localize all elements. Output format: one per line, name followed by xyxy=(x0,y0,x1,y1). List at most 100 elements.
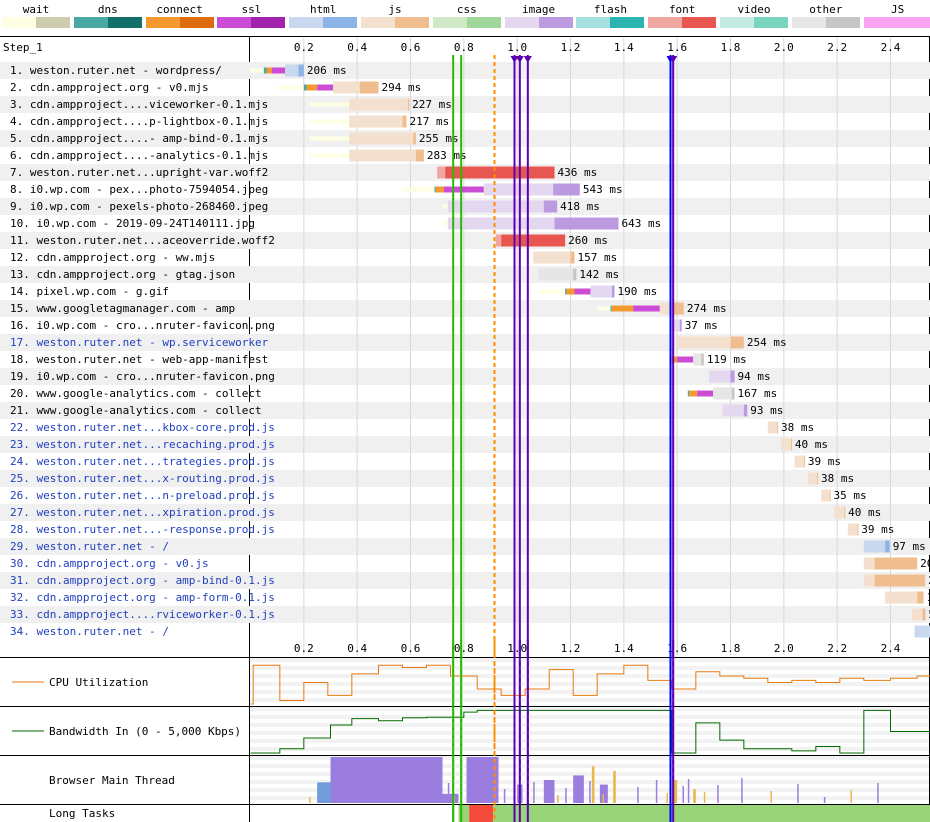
row-stripe xyxy=(0,368,930,385)
row-stripe xyxy=(0,266,930,283)
request-duration-20: 167 ms xyxy=(738,387,778,400)
bar-ttfb xyxy=(781,438,792,451)
request-duration-25: 38 ms xyxy=(821,472,854,485)
bar-download xyxy=(730,336,744,349)
request-label-1: 1. weston.ruter.net - wordpress/ xyxy=(10,64,222,77)
tick-label-bottom: 2.2 xyxy=(827,642,847,655)
bar-ttfb xyxy=(911,608,923,621)
legend-label: video xyxy=(737,3,771,16)
request-label-21: 21. www.google-analytics.com - collect xyxy=(10,404,262,417)
cpu-utilization-line xyxy=(250,664,930,705)
section-stripe xyxy=(250,690,929,694)
request-label-4: 4. cdn.ampproject....p-lightbox-0.1.mjs xyxy=(10,115,268,128)
bar-download xyxy=(501,234,566,247)
tick-label-bottom: 1.0 xyxy=(507,642,527,655)
tick-label-bottom: 2.0 xyxy=(774,642,794,655)
row-stripe xyxy=(0,96,930,113)
request-duration-31: 230 ms xyxy=(928,574,930,587)
main-thread-tick xyxy=(533,782,535,803)
row-stripe xyxy=(0,436,930,453)
legend-item-image: image xyxy=(504,0,573,36)
bar-download xyxy=(402,115,407,128)
section-label-cpu: CPU Utilization xyxy=(49,676,148,689)
request-duration-9: 418 ms xyxy=(560,200,600,213)
request-duration-6: 283 ms xyxy=(427,149,467,162)
row-stripe xyxy=(0,504,930,521)
bar-ttfb xyxy=(538,268,574,281)
main-thread-block xyxy=(573,775,584,803)
bar-connect xyxy=(266,67,272,74)
long-task-block xyxy=(469,805,494,822)
request-duration-30: 200 ms xyxy=(920,557,930,570)
section-stripe xyxy=(250,747,929,751)
bar-ssl xyxy=(271,67,286,74)
tick-label-top: 0.8 xyxy=(454,41,474,54)
tick-label-top: 1.2 xyxy=(561,41,581,54)
bar-connect xyxy=(689,390,698,397)
tick-label-bottom: 1.8 xyxy=(721,642,741,655)
event-marker-arrow xyxy=(523,56,532,63)
legend-item-video: video xyxy=(720,0,788,36)
tick-label-bottom: 1.4 xyxy=(614,642,634,655)
section-stripe xyxy=(250,666,929,670)
legend: wait dns connect ssl html js css image flash font… xyxy=(0,0,930,36)
long-task-block xyxy=(458,805,470,822)
main-thread-block xyxy=(317,782,331,803)
bar-ttfb xyxy=(671,319,680,332)
legend-label: font xyxy=(668,3,696,16)
bar-download xyxy=(679,319,682,332)
bar-download xyxy=(917,591,924,604)
main-thread-block xyxy=(599,784,608,803)
request-label-22: 22. weston.ruter.net...kbox-core.prod.js xyxy=(10,421,275,434)
main-thread-block xyxy=(543,780,555,803)
legend-label: image xyxy=(522,3,556,16)
bar-download xyxy=(885,540,890,553)
section-stripe xyxy=(250,731,929,735)
legend-label: ssl xyxy=(241,3,262,16)
main-thread-tick xyxy=(687,779,690,803)
bar-ssl xyxy=(443,186,484,193)
main-thread-tick xyxy=(655,780,658,803)
request-label-33: 33. cdn.ampproject....rviceworker-0.1.js xyxy=(10,608,275,621)
legend-swatch xyxy=(504,17,573,28)
bar-wait xyxy=(538,289,566,294)
row-stripe xyxy=(0,470,930,487)
legend-item-html: html xyxy=(289,0,358,36)
bar-ttfb xyxy=(590,285,612,298)
legend-item-wait: wait xyxy=(2,0,70,36)
bar-ttfb xyxy=(495,234,502,247)
bar-download xyxy=(573,268,577,281)
section-stripe xyxy=(250,756,929,760)
bar-ttfb xyxy=(834,506,845,519)
row-stripe xyxy=(0,538,930,555)
bar-download xyxy=(817,472,819,485)
legend-swatch xyxy=(720,17,788,28)
bar-download xyxy=(777,421,779,434)
legend-swatch xyxy=(648,17,717,28)
request-label-14: 14. pixel.wp.com - g.gif xyxy=(10,285,169,298)
legend-swatch xyxy=(289,17,358,28)
main-thread-block xyxy=(613,770,616,803)
bar-ttfb xyxy=(349,149,416,162)
long-task-block xyxy=(493,805,930,822)
bar-connect xyxy=(435,186,444,193)
request-label-3: 3. cdn.ampproject....viceworker-0.1.mjs xyxy=(10,98,268,111)
legend-swatch xyxy=(2,17,70,28)
bar-ssl xyxy=(677,356,694,363)
tick-label-top: 1.4 xyxy=(614,41,634,54)
bandwidth-in-line xyxy=(250,709,930,754)
bar-ttfb xyxy=(533,251,571,264)
request-label-31: 31. cdn.ampproject.org - amp-bind-0.1.js xyxy=(10,574,275,587)
bar-ttfb xyxy=(349,132,414,145)
section-stripe xyxy=(250,707,929,711)
main-thread-tick xyxy=(309,797,311,803)
tick-label-bottom: 0.8 xyxy=(454,642,474,655)
bar-download xyxy=(743,404,748,417)
main-thread-tick xyxy=(637,787,639,803)
legend-item-js: js xyxy=(361,0,429,36)
bar-download xyxy=(874,574,926,587)
legend-swatch xyxy=(791,17,860,28)
request-duration-26: 35 ms xyxy=(834,489,867,502)
legend-item-other: other xyxy=(791,0,860,36)
request-duration-12: 157 ms xyxy=(578,251,618,264)
